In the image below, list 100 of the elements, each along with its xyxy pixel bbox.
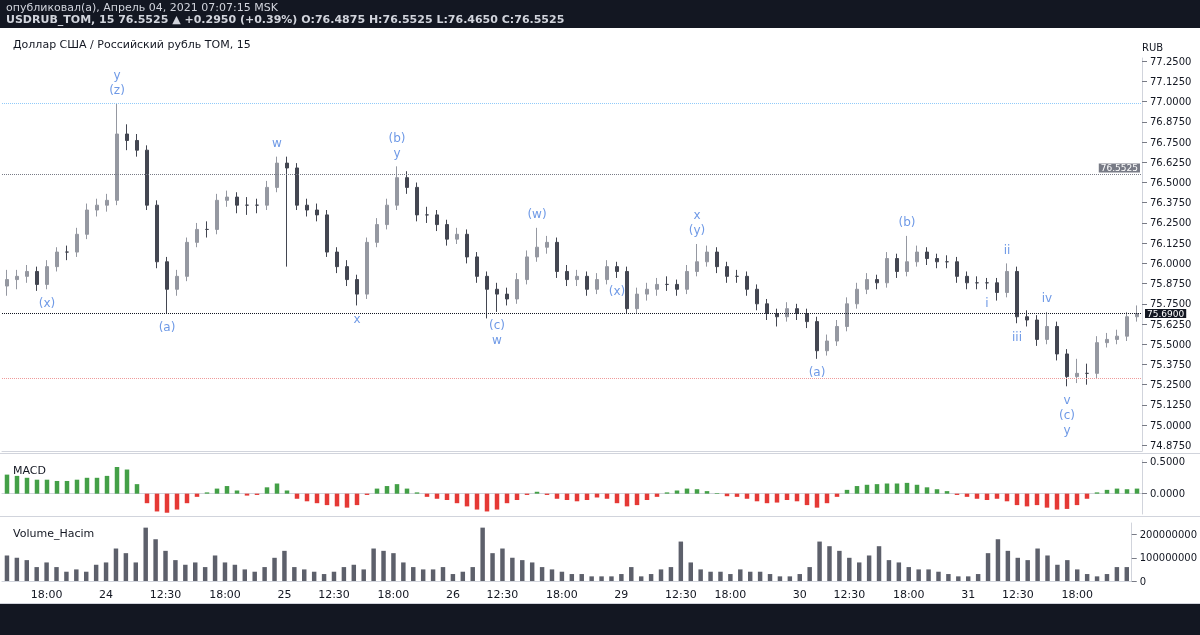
x-tick-label: 18:00 [714, 588, 747, 601]
bar [944, 491, 950, 494]
candlestick [375, 217, 379, 248]
candlestick [205, 220, 209, 239]
bar [797, 574, 802, 581]
bar [658, 569, 664, 581]
candlestick [275, 156, 279, 193]
chart-title: Volume_Hacim [13, 527, 95, 540]
y-tick-label: 0 [1139, 575, 1147, 587]
bar [539, 567, 545, 581]
candlestick [605, 259, 609, 285]
bar [262, 567, 267, 581]
candlestick [955, 256, 959, 284]
candlestick [615, 261, 619, 279]
bar [688, 562, 693, 581]
bar [54, 480, 60, 494]
bar [896, 562, 902, 581]
bar [708, 571, 713, 581]
bar [1104, 489, 1110, 494]
candlestick [595, 272, 599, 295]
bar [609, 576, 614, 581]
candlestick [775, 308, 779, 327]
bar [500, 548, 505, 581]
bar [1094, 576, 1100, 581]
y-tick-label: 75.5000 [1150, 338, 1192, 350]
x-tick-label: 18:00 [546, 588, 578, 601]
bar [242, 569, 248, 581]
candlestick [635, 287, 639, 315]
bar [1124, 489, 1130, 494]
ref-line-label: 76.5525 [1100, 162, 1138, 173]
bar [381, 550, 386, 581]
bar [74, 569, 79, 581]
bar [341, 567, 347, 581]
candlestick [1115, 329, 1119, 345]
text: x [353, 311, 361, 326]
text: x (y) [688, 208, 706, 238]
bar [64, 480, 70, 494]
bar [1114, 567, 1120, 581]
bar [529, 562, 535, 581]
bar [282, 550, 287, 581]
y-axis-title: RUB [1142, 41, 1164, 53]
text: v (c) y [1059, 392, 1075, 437]
x-tick-label: 12:30 [318, 588, 350, 601]
bar [94, 477, 100, 494]
candlestick [1005, 262, 1009, 298]
y-tick-label: 75.2500 [1150, 379, 1192, 391]
bar [589, 576, 594, 581]
x-tick-label: 18:00 [30, 588, 63, 601]
candlestick [715, 246, 719, 274]
candlestick [425, 206, 429, 224]
y-tick-label: 76.6250 [1150, 156, 1192, 168]
bar [985, 553, 991, 581]
bar [490, 553, 495, 581]
bar [272, 557, 277, 581]
bar [34, 567, 39, 581]
bar [844, 489, 850, 494]
candlestick [415, 182, 419, 222]
candlestick [805, 308, 809, 329]
bar [1035, 548, 1040, 581]
bar [4, 555, 10, 581]
candlestick [515, 272, 519, 305]
candlestick [665, 275, 669, 292]
candlestick [1105, 332, 1109, 348]
x-tick-label: 18:00 [892, 588, 925, 601]
candlestick [565, 264, 569, 287]
candlestick [435, 209, 439, 232]
text: ii [1003, 242, 1011, 257]
candlestick [505, 287, 509, 306]
bar [1045, 555, 1050, 581]
bar [694, 489, 700, 494]
chart-title: Доллар США / Российский рубль TOM, 15 [13, 38, 251, 51]
candlestick [1035, 314, 1039, 347]
y-tick-label: 76.5000 [1150, 177, 1192, 189]
candlestick [995, 277, 999, 302]
candlestick [1025, 309, 1029, 327]
bar [510, 557, 515, 581]
bar [234, 490, 240, 494]
candlestick [245, 196, 249, 216]
candlestick [485, 270, 489, 319]
y-tick-label: 77.1250 [1150, 75, 1192, 87]
candlestick [35, 266, 39, 292]
bar [391, 553, 396, 581]
candlestick [1045, 311, 1049, 345]
candlestick [1125, 311, 1129, 342]
candlestick [65, 245, 69, 261]
bar [114, 466, 120, 494]
bar [474, 493, 480, 510]
text: (a) [808, 365, 826, 380]
bar [787, 576, 793, 581]
bar [302, 569, 307, 581]
candlestick [315, 203, 319, 222]
bar [995, 539, 1001, 581]
bar [728, 574, 733, 581]
candlestick [355, 274, 359, 306]
bar [668, 567, 674, 581]
x-tick-label: 18:00 [209, 588, 241, 601]
candlestick [345, 259, 349, 287]
candlestick [975, 275, 979, 290]
x-tick-label: 12:30 [833, 588, 866, 601]
candlestick [465, 228, 469, 264]
